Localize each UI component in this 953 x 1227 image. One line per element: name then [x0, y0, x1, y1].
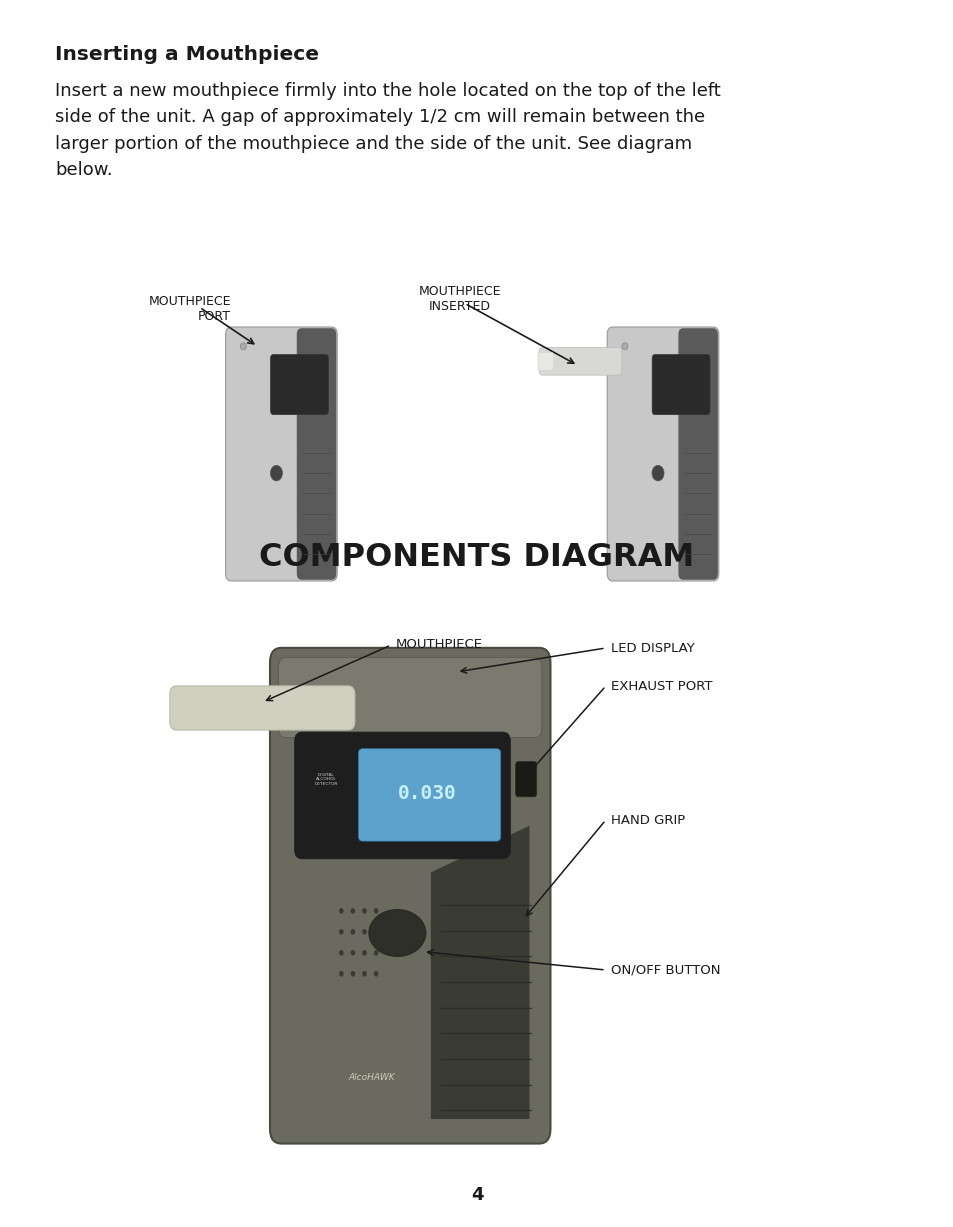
FancyBboxPatch shape — [270, 648, 550, 1144]
Text: MOUTHPIECE
PORT: MOUTHPIECE PORT — [149, 294, 231, 323]
Text: 0.030: 0.030 — [397, 784, 456, 802]
Text: AlcoHAWK: AlcoHAWK — [348, 1074, 395, 1082]
Ellipse shape — [350, 950, 355, 956]
Ellipse shape — [338, 929, 343, 935]
Text: ON/OFF BUTTON: ON/OFF BUTTON — [610, 963, 720, 977]
FancyBboxPatch shape — [278, 658, 541, 737]
FancyBboxPatch shape — [225, 328, 336, 582]
Ellipse shape — [374, 971, 378, 977]
Ellipse shape — [362, 929, 367, 935]
Ellipse shape — [374, 929, 378, 935]
Text: HAND GRIP: HAND GRIP — [610, 814, 684, 827]
FancyBboxPatch shape — [538, 347, 621, 375]
FancyBboxPatch shape — [271, 355, 328, 415]
Text: COMPONENTS DIAGRAM: COMPONENTS DIAGRAM — [259, 542, 694, 573]
Text: MOUTHPIECE: MOUTHPIECE — [395, 638, 482, 652]
FancyBboxPatch shape — [606, 328, 718, 582]
Text: EXHAUST PORT: EXHAUST PORT — [610, 680, 711, 692]
Ellipse shape — [374, 908, 378, 914]
FancyBboxPatch shape — [537, 352, 553, 371]
FancyBboxPatch shape — [678, 329, 717, 580]
FancyBboxPatch shape — [294, 733, 510, 859]
FancyBboxPatch shape — [358, 748, 500, 842]
Text: LED DISPLAY: LED DISPLAY — [610, 642, 694, 654]
Ellipse shape — [651, 465, 663, 481]
Ellipse shape — [338, 971, 343, 977]
FancyBboxPatch shape — [296, 329, 335, 580]
Ellipse shape — [369, 909, 425, 956]
Ellipse shape — [362, 908, 367, 914]
Text: DIGITAL
ALCOHOL
DETECTOR: DIGITAL ALCOHOL DETECTOR — [314, 773, 337, 787]
Ellipse shape — [362, 971, 367, 977]
Ellipse shape — [270, 465, 282, 481]
Ellipse shape — [350, 929, 355, 935]
Polygon shape — [431, 826, 529, 1119]
FancyBboxPatch shape — [652, 355, 709, 415]
Ellipse shape — [338, 908, 343, 914]
Ellipse shape — [350, 908, 355, 914]
Ellipse shape — [374, 950, 378, 956]
Ellipse shape — [338, 950, 343, 956]
Ellipse shape — [240, 342, 246, 350]
FancyBboxPatch shape — [170, 686, 355, 730]
FancyBboxPatch shape — [515, 762, 537, 796]
Ellipse shape — [350, 971, 355, 977]
Text: MOUTHPIECE
INSERTED: MOUTHPIECE INSERTED — [418, 285, 500, 313]
Ellipse shape — [362, 950, 367, 956]
Text: Inserting a Mouthpiece: Inserting a Mouthpiece — [55, 45, 318, 64]
Ellipse shape — [621, 342, 627, 350]
Text: 4: 4 — [470, 1187, 483, 1204]
Text: Insert a new mouthpiece firmly into the hole located on the top of the left
side: Insert a new mouthpiece firmly into the … — [55, 82, 720, 179]
